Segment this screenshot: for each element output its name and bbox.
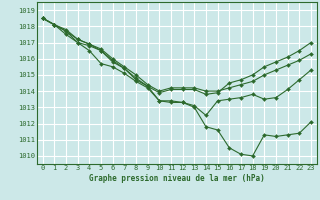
X-axis label: Graphe pression niveau de la mer (hPa): Graphe pression niveau de la mer (hPa): [89, 174, 265, 183]
